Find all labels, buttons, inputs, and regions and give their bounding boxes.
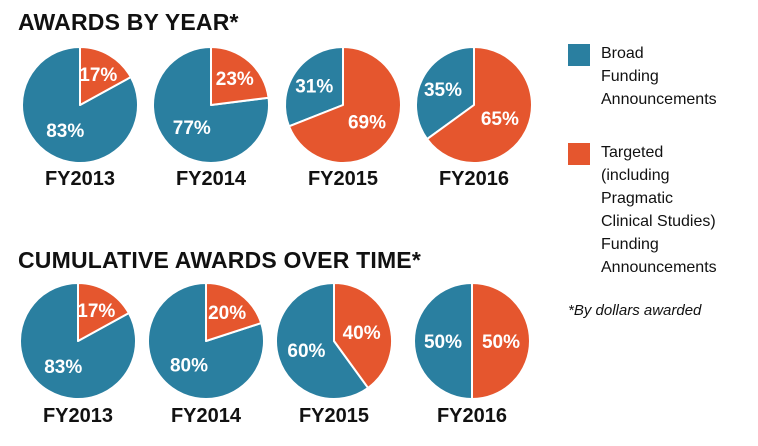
pie-slice-broad (413, 282, 473, 400)
pie-slice-targeted (210, 46, 270, 106)
legend-line: (including (601, 167, 670, 184)
legend-line: Pragmatic (601, 190, 674, 207)
pie-slice-targeted (333, 282, 393, 389)
slice-label-targeted: 17% (77, 301, 115, 322)
category-label: FY2015 (299, 405, 369, 427)
pie-slice-broad (415, 46, 475, 141)
slice-label-broad: 83% (46, 121, 84, 142)
slice-label-targeted: 40% (343, 323, 381, 344)
slice-label-broad: 31% (295, 76, 333, 97)
pie-slice-broad (152, 46, 270, 164)
pie-slice-targeted (288, 46, 402, 164)
legend-line: Funding (601, 68, 659, 85)
legend-line: Targeted (601, 144, 664, 161)
pie-slice-broad (284, 46, 344, 128)
slice-label-broad: 50% (424, 332, 462, 353)
slice-label-targeted: 20% (208, 303, 246, 324)
pie-fy2015: 69% 31% FY2015 (284, 46, 402, 190)
category-label: FY2015 (308, 168, 378, 190)
legend-line: Funding (601, 236, 659, 253)
pie-slice-targeted (205, 282, 263, 342)
slice-label-broad: 60% (287, 341, 325, 362)
pie-slice-targeted (471, 282, 531, 400)
category-label: FY2016 (439, 168, 509, 190)
pie-fy2014: 23% 77% FY2014 (152, 46, 270, 190)
legend-line: Announcements (601, 259, 717, 276)
category-label: FY2016 (437, 405, 507, 427)
pie-fy2016: 65% 35% FY2016 (415, 46, 533, 190)
footnote: *By dollars awarded (568, 302, 702, 319)
pie-slice-targeted (426, 46, 533, 164)
category-label: FY2014 (171, 405, 242, 427)
legend-swatch-broad (568, 44, 590, 66)
slice-label-targeted: 23% (216, 69, 254, 90)
pie-fy2013: 17% 83% FY2013 (19, 282, 137, 427)
category-label: FY2013 (43, 405, 113, 427)
legend-label-broad: Broad Funding Announcements (601, 42, 758, 111)
pie-fy2015: 40% 60% FY2015 (275, 282, 393, 427)
chart-title-cumulative: CUMULATIVE AWARDS OVER TIME* (18, 247, 422, 273)
category-label: FY2013 (45, 168, 115, 190)
pie-slice-targeted (77, 282, 130, 342)
slice-label-broad: 80% (170, 355, 208, 376)
slice-label-targeted: 69% (348, 112, 386, 133)
pie-fy2014: 20% 80% FY2014 (147, 282, 265, 427)
pie-slice-broad (147, 282, 265, 400)
slice-label-targeted: 50% (482, 332, 520, 353)
legend-line: Announcements (601, 91, 717, 108)
chart-title-by-year: AWARDS BY YEAR* (18, 9, 239, 35)
legend-line: Broad (601, 45, 644, 62)
pie-slice-broad (275, 282, 370, 400)
legend-swatch-targeted (568, 143, 590, 165)
pie-slice-targeted (79, 46, 132, 106)
slice-label-targeted: 65% (481, 109, 519, 130)
category-label: FY2014 (176, 168, 247, 190)
slice-label-broad: 83% (44, 357, 82, 378)
pie-fy2013: 17% 83% FY2013 (21, 46, 139, 190)
slice-label-targeted: 17% (79, 65, 117, 86)
legend-line: Clinical Studies) (601, 213, 716, 230)
slice-label-broad: 77% (173, 118, 211, 139)
pie-fy2016: 50% 50% FY2016 (413, 282, 531, 427)
legend-label-targeted: Targeted (including Pragmatic Clinical S… (601, 141, 758, 279)
slice-label-broad: 35% (424, 80, 462, 101)
